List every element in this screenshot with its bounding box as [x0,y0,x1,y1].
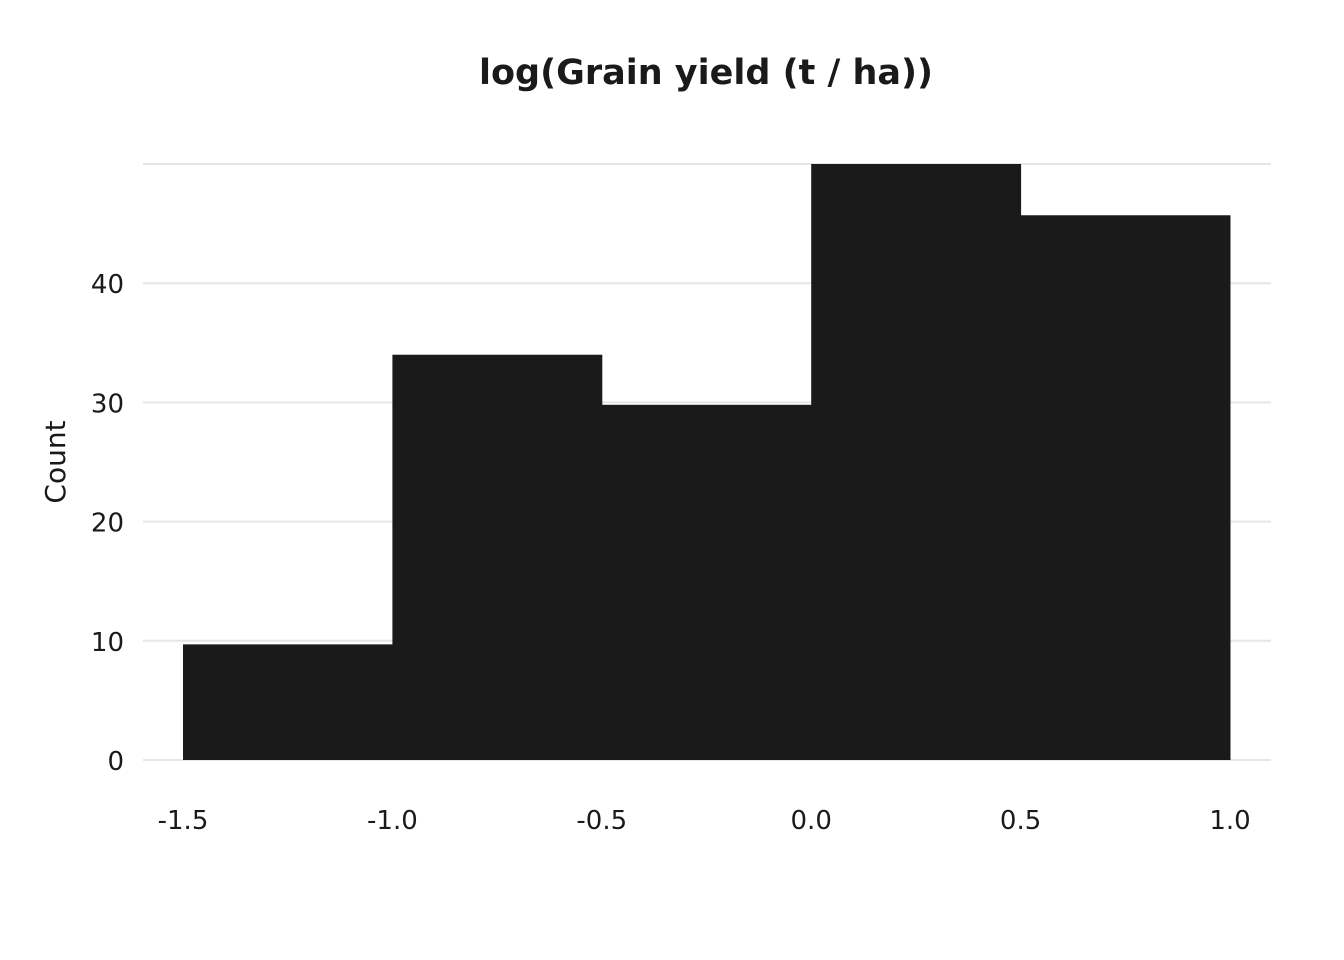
y-tick-label: 0 [107,747,124,777]
x-tick-label: -1.5 [158,806,209,836]
histogram-bar-5 [1020,215,1231,761]
histogram-bar-4 [811,164,1022,760]
x-tick-label: -1.0 [367,806,418,836]
y-tick-label: 40 [91,270,124,300]
x-tick-label: -0.5 [576,806,627,836]
y-axis-label: Count [39,420,72,503]
y-tick-label: 20 [91,509,124,539]
histogram-bar-1 [183,644,393,760]
y-tick-label: 30 [91,389,124,419]
y-axis-ticks: 0 10 20 30 40 [91,270,124,777]
x-tick-label: 0.0 [791,806,832,836]
x-axis-ticks: -1.5 -1.0 -0.5 0.0 0.5 1.0 [158,806,1251,836]
x-tick-label: 0.5 [1000,806,1041,836]
y-tick-label: 10 [91,628,124,658]
histogram-bar-3 [601,404,812,760]
x-tick-label: 1.0 [1209,806,1250,836]
chart-title: log(Grain yield (t / ha)) [479,53,933,93]
histogram-bars [183,164,1231,761]
histogram-bar-2 [392,354,603,760]
